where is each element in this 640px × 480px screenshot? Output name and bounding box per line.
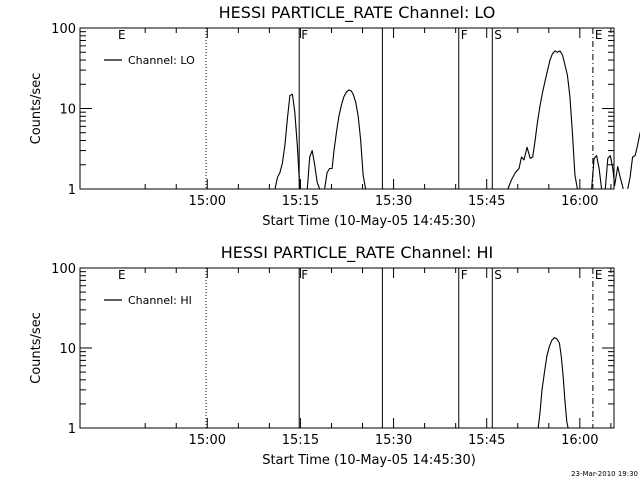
chart-panel-2: HESSI PARTICLE_RATE Channel: HI 15:00 15:1… [29,243,615,468]
annotation-label: E [118,268,126,282]
annotation-label: F [461,268,468,282]
plot-frame [79,27,615,190]
series-line-segment [274,93,301,190]
y-axis-label: Counts/sec [29,312,44,384]
annotation-label: E [118,28,126,42]
x-tick-label: 15:00 [189,433,226,448]
annotation-label: E [595,28,603,42]
series-line-segment [591,155,603,190]
chart-panel-1: HESSI PARTICLE_RATE Channel: LO 15:00 15:1… [29,3,640,229]
legend-label: Channel: LO [128,54,195,67]
x-tick-label: 15:45 [468,194,505,209]
x-tick-label: 15:00 [189,194,226,209]
x-tick-label: 15:15 [282,194,319,209]
footer-timestamp: 23-Mar-2010 19:30 [571,470,638,478]
y-tick-label: 100 [51,22,76,37]
y-tick-label: 1 [68,422,76,437]
y-axis-label: Counts/sec [29,73,44,145]
x-axis-label: Start Time (10-May-05 14:45:30) [262,453,476,468]
series-line-segment [604,155,624,190]
series-line-segment [324,89,367,190]
y-tick-label: 10 [59,103,76,118]
x-tick-label: 15:30 [375,194,412,209]
chart-title: HESSI PARTICLE_RATE Channel: LO [219,3,496,23]
annotation-label: F [301,268,308,282]
x-axis-label: Start Time (10-May-05 14:45:30) [262,214,476,229]
series-line-segment [507,50,578,190]
legend-label: Channel: HI [128,294,192,307]
y-tick-label: 10 [59,342,76,357]
series-line-segment [627,132,640,190]
x-tick-label: 15:15 [282,433,319,448]
x-tick-label: 15:45 [468,433,505,448]
annotation-label: S [494,28,502,42]
x-tick-label: 16:00 [561,194,598,209]
annotation-label: E [595,268,603,282]
x-tick-label: 15:30 [375,433,412,448]
chart-title: HESSI PARTICLE_RATE Channel: HI [221,243,494,263]
plot-frame [79,267,615,429]
annotation-label: S [494,268,502,282]
series-line-segment [537,337,569,429]
series-line-segment [306,150,321,190]
y-tick-label: 1 [68,183,76,198]
x-tick-label: 16:00 [561,433,598,448]
y-tick-label: 100 [51,262,76,277]
annotation-label: F [301,28,308,42]
annotation-label: F [461,28,468,42]
